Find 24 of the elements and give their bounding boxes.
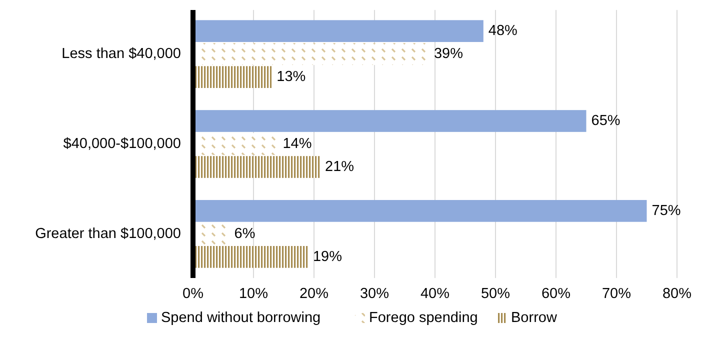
x-tick-label: 70% [602,286,632,302]
data-label: 14% [282,136,312,152]
data-label: 48% [488,22,518,39]
y-tick-label: Less than $40,000 [62,46,181,62]
legend-label: Forego spending [369,310,478,326]
x-tick-label: 0% [182,286,204,302]
legend-label: Spend without borrowing [161,310,321,326]
x-tick-label: 30% [360,286,390,302]
x-tick-label: 40% [420,286,450,302]
legend-label: Borrow [511,310,558,326]
data-label: 6% [234,226,256,242]
data-label: 19% [312,248,342,265]
data-label: 65% [591,112,620,129]
x-tick-label: 10% [238,286,268,302]
x-tick-label: 60% [541,286,571,302]
data-label: 39% [434,46,464,62]
x-tick-label: 50% [480,286,510,302]
x-tick-label: 80% [662,286,692,302]
data-label: 75% [652,202,681,219]
data-label: 13% [276,68,306,85]
data-label: 21% [325,158,354,175]
x-tick-label: 20% [299,286,329,302]
y-tick-label: $40,000-$100,000 [63,136,181,152]
y-tick-label: Greater than $100,000 [35,226,181,242]
